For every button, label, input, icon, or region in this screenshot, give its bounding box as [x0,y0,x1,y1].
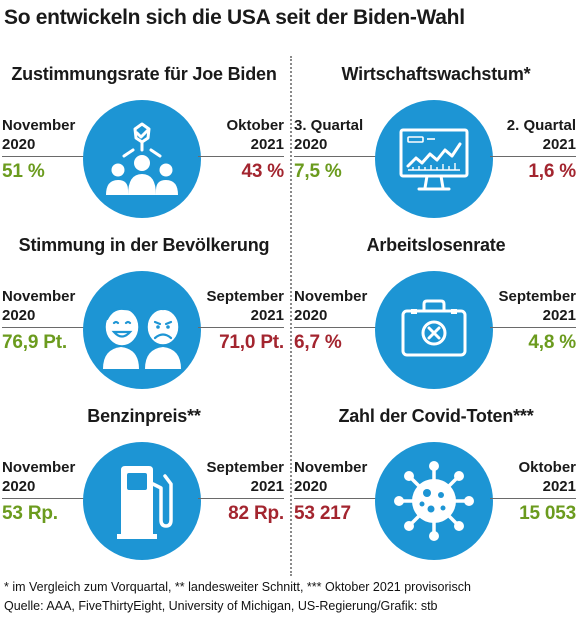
divider-rule [198,327,284,328]
divider-rule [198,156,284,157]
right-date-line2: 2021 [542,478,576,495]
divider-rule [2,498,88,499]
panel-title: Stimmung in der Bevölkerung [18,235,270,255]
left-value: 53 Rp. [2,503,58,524]
right-date-line1: 2. Quartal [506,117,576,134]
left-date-line1: November [294,459,368,476]
right-stat: September 2021 71,0 Pt. [198,287,284,353]
right-value: 82 Rp. [228,503,284,524]
right-stat: September 2021 4,8 % [490,287,576,353]
panel-sentiment: Stimmung in der Bevölkerung November 202… [0,235,288,410]
right-date-line1: September [498,288,576,305]
right-value: 15 053 [519,503,576,524]
right-date-line1: September [206,288,284,305]
briefcase-x-icon [375,271,493,389]
divider-rule [294,498,380,499]
right-date-line2: 2021 [542,307,576,324]
left-stat: November 2020 76,9 Pt. [2,287,88,353]
left-value: 76,9 Pt. [2,332,67,353]
divider-rule [2,327,88,328]
panel-gas-price: Benzinpreis** November 2020 53 Rp. Septe… [0,406,288,581]
panel-title: Arbeitslosenrate [366,235,506,255]
right-date-line1: Oktober [226,117,284,134]
left-stat: November 2020 6,7 % [294,287,380,353]
panel-title: Zahl der Covid-Toten*** [338,406,534,426]
page-title: So entwickeln sich die USA seit der Bide… [4,6,465,29]
right-stat: 2. Quartal 2021 1,6 % [490,116,576,182]
monitor-chart-icon [375,100,493,218]
left-date-line1: November [2,459,76,476]
left-stat: November 2020 53 217 [294,458,380,524]
divider-rule [198,498,284,499]
panel-covid-deaths: Zahl der Covid-Toten*** November 2020 53… [292,406,580,581]
panel-title: Wirtschaftswachstum* [341,64,531,84]
right-date-line2: 2021 [250,136,284,153]
panel-title: Zustimmungsrate für Joe Biden [11,64,277,84]
left-date-line2: 2020 [2,307,36,324]
divider-rule [490,327,576,328]
right-date-line1: Oktober [518,459,576,476]
fuel-pump-icon [83,442,201,560]
right-value: 43 % [241,161,284,182]
divider-rule [294,327,380,328]
left-date-line1: November [2,117,76,134]
left-date-line2: 2020 [294,307,328,324]
right-date-line2: 2021 [250,307,284,324]
right-stat: Oktober 2021 43 % [198,116,284,182]
column-divider [290,56,292,576]
right-value: 4,8 % [528,332,576,353]
left-value: 7,5 % [294,161,342,182]
left-date-line1: November [294,288,368,305]
footer: * im Vergleich zum Vorquartal, ** landes… [4,578,471,616]
source-line: Quelle: AAA, FiveThirtyEight, University… [4,599,438,613]
left-stat: 3. Quartal 2020 7,5 % [294,116,380,182]
panel-unemployment: Arbeitslosenrate November 2020 6,7 % Sep… [292,235,580,410]
virus-icon [375,442,493,560]
left-value: 51 % [2,161,45,182]
divider-rule [294,156,380,157]
right-date-line1: September [206,459,284,476]
left-stat: November 2020 53 Rp. [2,458,88,524]
right-value: 1,6 % [528,161,576,182]
right-date-line2: 2021 [250,478,284,495]
left-value: 6,7 % [294,332,342,353]
panel-title: Benzinpreis** [87,406,201,426]
left-date-line2: 2020 [2,478,36,495]
divider-rule [2,156,88,157]
divider-rule [490,156,576,157]
happy-sad-faces-icon [83,271,201,389]
right-value: 71,0 Pt. [219,332,284,353]
left-date-line1: November [2,288,76,305]
panel-growth: Wirtschaftswachstum* 3. Quartal 2020 7,5… [292,64,580,239]
left-stat: November 2020 51 % [2,116,88,182]
left-date-line2: 2020 [294,136,328,153]
right-stat: September 2021 82 Rp. [198,458,284,524]
divider-rule [490,498,576,499]
left-date-line2: 2020 [294,478,328,495]
approval-people-icon [83,100,201,218]
footnote: * im Vergleich zum Vorquartal, ** landes… [4,580,471,594]
right-date-line2: 2021 [542,136,576,153]
panel-approval: Zustimmungsrate für Joe Biden November 2… [0,64,288,239]
left-date-line1: 3. Quartal [294,117,364,134]
left-date-line2: 2020 [2,136,36,153]
left-value: 53 217 [294,503,351,524]
right-stat: Oktober 2021 15 053 [490,458,576,524]
